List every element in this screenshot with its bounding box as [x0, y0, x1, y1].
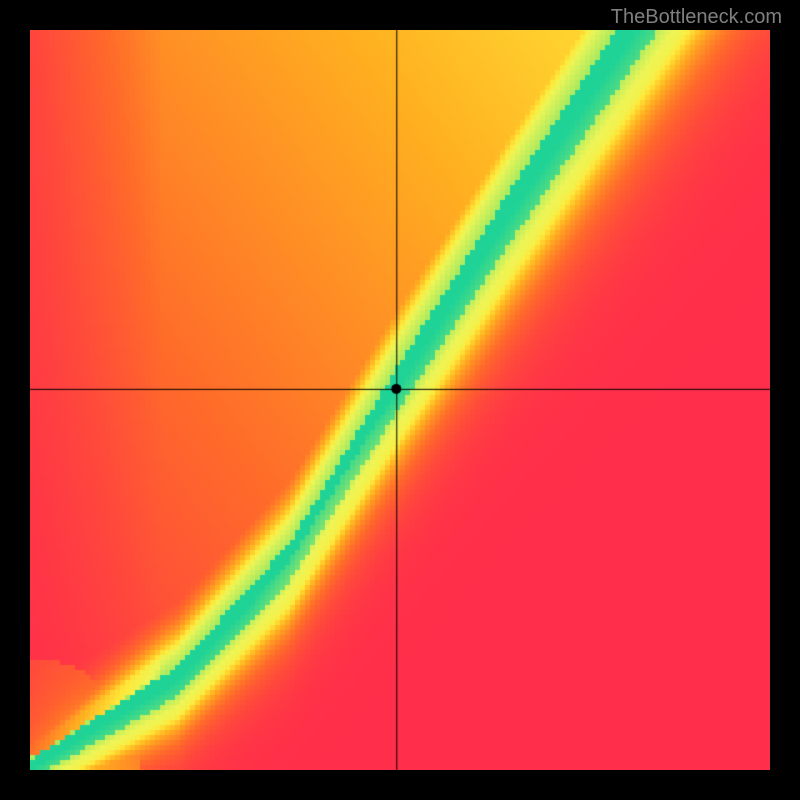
heatmap-canvas [30, 30, 770, 770]
watermark-text: TheBottleneck.com [611, 6, 782, 29]
heatmap-plot [30, 30, 770, 770]
